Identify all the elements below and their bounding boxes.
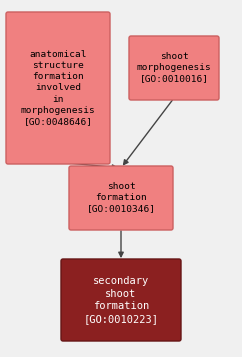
Text: secondary
shoot
formation
[GO:0010223]: secondary shoot formation [GO:0010223] (83, 276, 159, 323)
FancyBboxPatch shape (61, 259, 181, 341)
Text: shoot
formation
[GO:0010346]: shoot formation [GO:0010346] (86, 182, 156, 213)
FancyBboxPatch shape (6, 12, 110, 164)
FancyBboxPatch shape (129, 36, 219, 100)
Text: shoot
morphogenesis
[GO:0010016]: shoot morphogenesis [GO:0010016] (137, 52, 211, 84)
Text: anatomical
structure
formation
involved
in
morphogenesis
[GO:0048646]: anatomical structure formation involved … (21, 50, 95, 126)
FancyBboxPatch shape (69, 166, 173, 230)
